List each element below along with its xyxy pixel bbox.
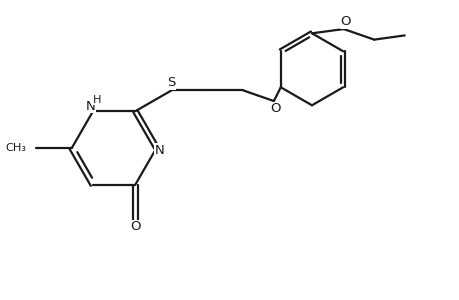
Text: N: N [86,100,95,112]
Text: N: N [155,143,164,157]
Text: O: O [130,220,140,233]
Text: CH₃: CH₃ [6,143,27,153]
Text: H: H [93,95,101,105]
Text: O: O [340,15,350,28]
Text: S: S [167,76,175,89]
Text: O: O [269,102,280,115]
